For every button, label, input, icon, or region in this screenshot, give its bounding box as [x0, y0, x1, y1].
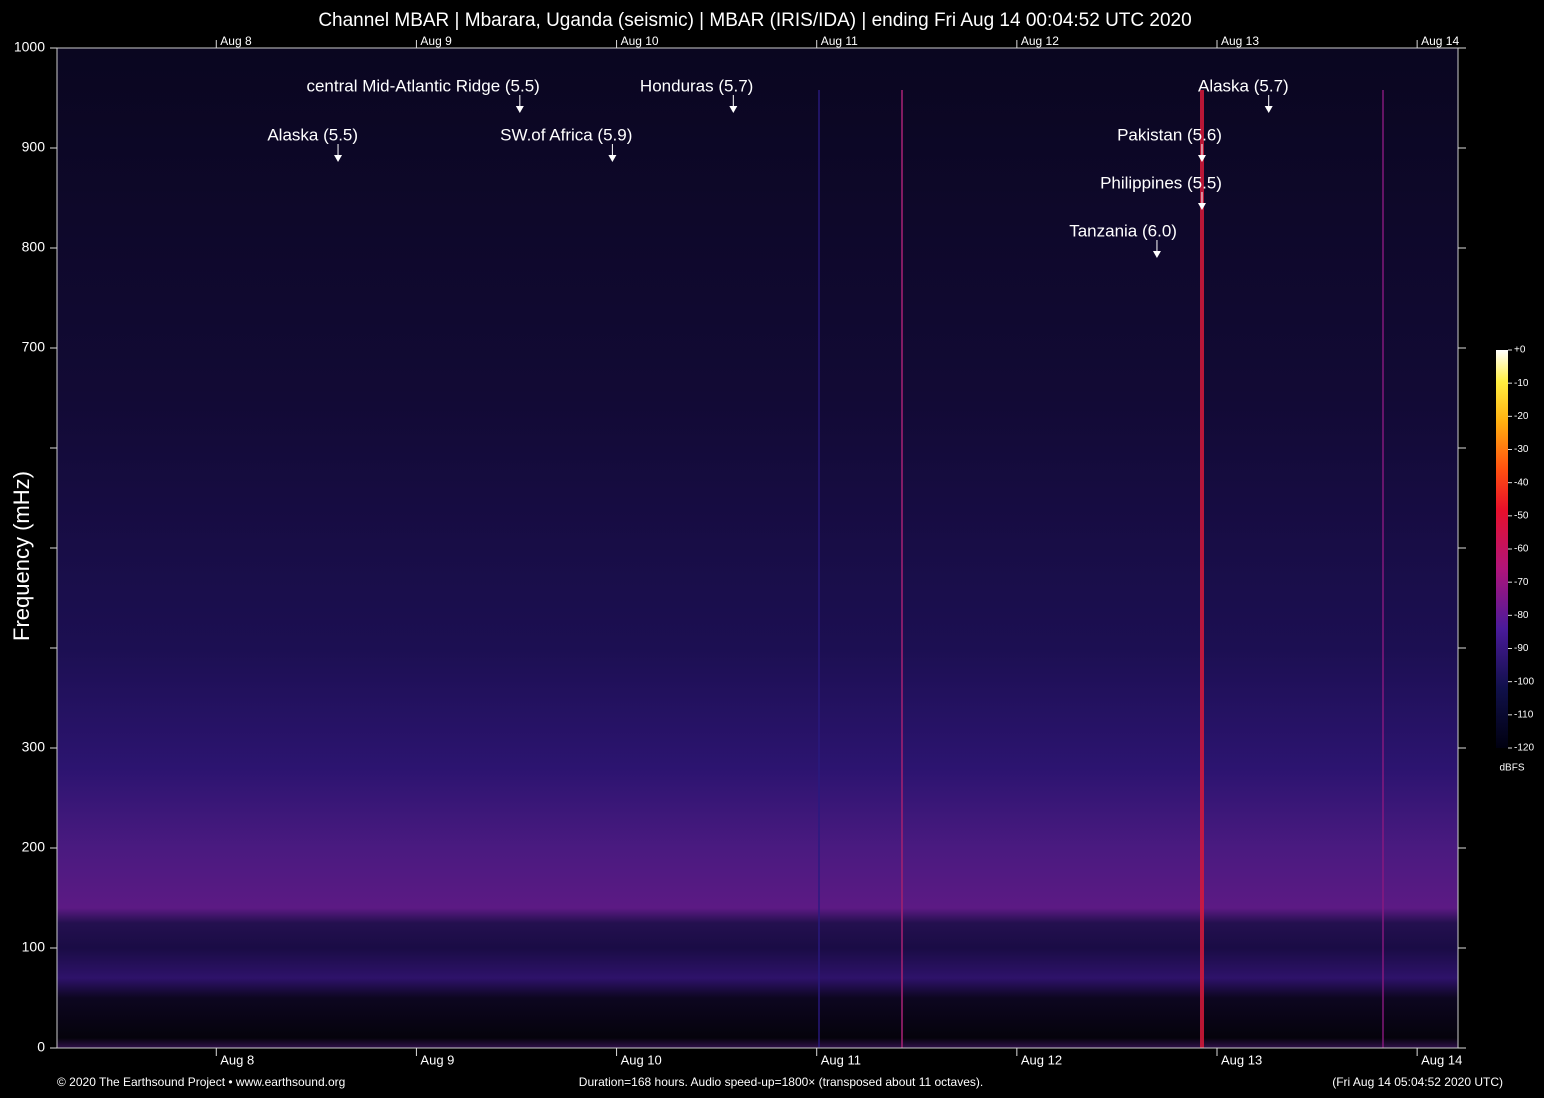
event-label: Pakistan (5.6)	[1117, 125, 1222, 144]
event-arrow-head	[515, 106, 524, 113]
event-arrow-head	[1264, 106, 1273, 113]
y-tick-label: 900	[22, 139, 46, 155]
colorbar-tick-label: -40	[1514, 477, 1529, 488]
event-label: Philippines (5.5)	[1100, 173, 1222, 192]
x-tick-label: Aug 12	[1021, 1052, 1062, 1067]
event-arrow-head	[729, 106, 738, 113]
colorbar-tick-label: -30	[1514, 444, 1529, 455]
event-label: Honduras (5.7)	[640, 76, 753, 95]
x-tick-label-top: Aug 9	[420, 34, 452, 48]
y-tick-label: 300	[22, 739, 46, 755]
footer-left: © 2020 The Earthsound Project • www.eart…	[57, 1075, 345, 1089]
event-arrow-head	[608, 155, 617, 162]
footer-right: (Fri Aug 14 05:04:52 2020 UTC)	[1332, 1075, 1503, 1089]
x-tick-label-top: Aug 13	[1221, 34, 1259, 48]
x-tick-label: Aug 9	[420, 1052, 454, 1067]
colorbar-tick-label: -110	[1514, 709, 1534, 720]
x-tick-label-top: Aug 14	[1421, 34, 1459, 48]
x-tick-label-top: Aug 8	[220, 34, 252, 48]
event-label: Alaska (5.7)	[1198, 76, 1289, 95]
colorbar-tick-label: -120	[1514, 743, 1534, 754]
x-tick-label-top: Aug 12	[1021, 34, 1059, 48]
y-tick-label: 200	[22, 839, 46, 855]
x-tick-label: Aug 11	[821, 1052, 861, 1067]
colorbar-tick-label: -60	[1514, 544, 1529, 555]
x-tick-label: Aug 14	[1421, 1052, 1462, 1067]
chart-title: Channel MBAR | Mbarara, Uganda (seismic)…	[318, 10, 1191, 31]
y-tick-label: 700	[22, 339, 46, 355]
y-axis-label: Frequency (mHz)	[9, 471, 34, 641]
colorbar	[1496, 350, 1508, 748]
colorbar-label: dBFS	[1499, 763, 1524, 774]
y-tick-label: 100	[22, 939, 46, 955]
spectrogram	[57, 48, 1458, 1048]
signal-streak	[901, 90, 903, 1048]
colorbar-tick-label: +0	[1514, 345, 1526, 356]
event-arrow-head	[334, 155, 343, 162]
signal-streak	[1382, 90, 1384, 1048]
colorbar-tick-label: -100	[1514, 676, 1534, 687]
colorbar-tick-label: -90	[1514, 643, 1529, 654]
colorbar-tick-label: -70	[1514, 577, 1529, 588]
event-label: central Mid-Atlantic Ridge (5.5)	[306, 76, 539, 95]
event-arrow-head	[1152, 251, 1161, 258]
footer-center: Duration=168 hours. Audio speed-up=1800×…	[579, 1075, 983, 1089]
event-arrow-head	[1197, 203, 1206, 210]
x-tick-label: Aug 10	[621, 1052, 662, 1067]
event-label: SW.of Africa (5.9)	[500, 125, 632, 144]
event-label: Alaska (5.5)	[267, 125, 358, 144]
signal-streak	[1200, 90, 1204, 1048]
x-tick-label-top: Aug 10	[621, 34, 659, 48]
colorbar-tick-label: -50	[1514, 510, 1529, 521]
x-tick-label: Aug 8	[220, 1052, 254, 1067]
colorbar-tick-label: -10	[1514, 378, 1529, 389]
signal-streak	[818, 90, 820, 1048]
event-label: Tanzania (6.0)	[1069, 221, 1177, 240]
y-tick-label: 0	[37, 1039, 45, 1055]
y-tick-label: 800	[22, 239, 46, 255]
x-tick-label: Aug 13	[1221, 1052, 1262, 1067]
colorbar-tick-label: -20	[1514, 411, 1529, 422]
y-tick-label: 1000	[14, 39, 45, 55]
x-tick-label-top: Aug 11	[821, 34, 858, 48]
event-arrow-head	[1197, 155, 1206, 162]
colorbar-tick-label: -80	[1514, 610, 1529, 621]
